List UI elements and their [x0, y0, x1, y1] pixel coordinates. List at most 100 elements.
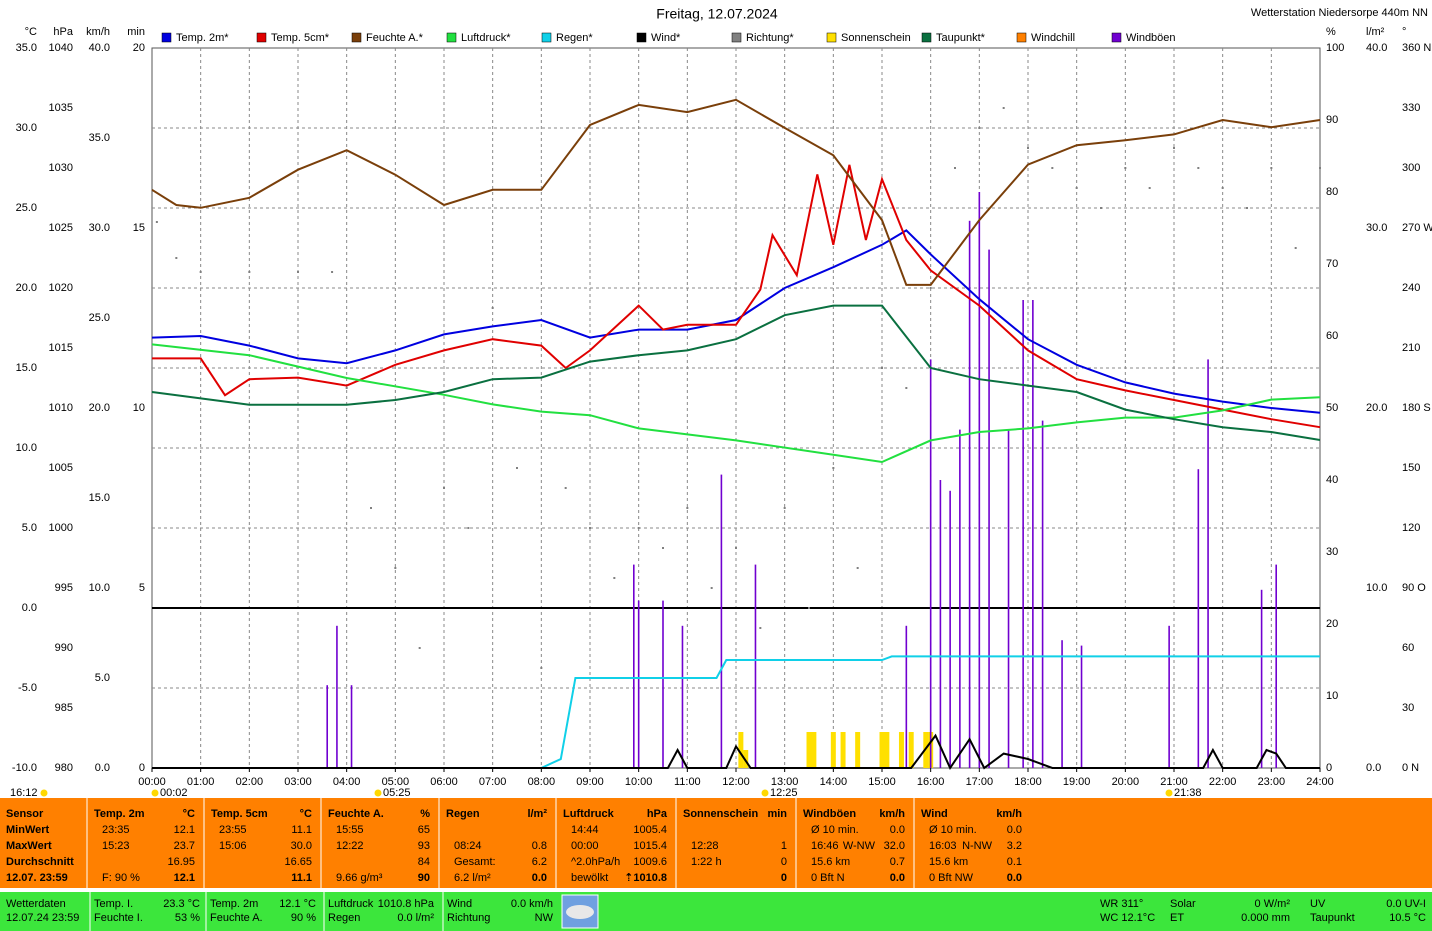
stats-label: 9.66 g/m³	[336, 872, 383, 884]
stats-label: 12.07. 23:59	[6, 872, 68, 884]
stats-unit: km/h	[879, 808, 905, 820]
stats-value: 0.0	[890, 824, 905, 836]
stats-label: Ø 10 min.	[929, 824, 977, 836]
y-tick-label: 5	[139, 582, 145, 594]
series-dot	[759, 627, 762, 629]
stats-label: MinWert	[6, 824, 50, 836]
legend-swatch	[541, 32, 552, 43]
series-dot	[1100, 207, 1102, 209]
current-value: 12.1 °C	[279, 898, 316, 910]
series-bar	[633, 564, 635, 768]
stats-value: 0.0	[890, 872, 905, 884]
current-panel	[0, 892, 1432, 931]
icon-cloud	[566, 905, 594, 919]
x-tick-label: 24:00	[1306, 776, 1334, 788]
x-tick-label: 19:00	[1063, 776, 1091, 788]
series-dot	[1221, 187, 1224, 189]
legend-swatch	[446, 32, 457, 43]
series-dot	[155, 221, 158, 223]
y-tick-label: 5.0	[22, 522, 37, 534]
series-dot	[735, 547, 737, 549]
current-value: 1010.8 hPa	[378, 898, 435, 910]
series-bar	[1168, 625, 1170, 768]
stats-label: 16:46	[811, 840, 839, 852]
y-tick-label: 15	[133, 222, 145, 234]
x-tick-label: 18:00	[1014, 776, 1042, 788]
legend-swatch	[1111, 32, 1122, 43]
y-tick-label: 0 N	[1402, 762, 1419, 774]
sun-moon-icon	[151, 789, 159, 797]
current-value: 0.0 km/h	[511, 898, 553, 910]
stats-header: Sonnenschein	[683, 808, 758, 820]
y-tick-label: 70	[1326, 258, 1338, 270]
series-line	[151, 229, 1321, 414]
series-dot	[589, 527, 591, 529]
stats-unit: l/m²	[527, 808, 547, 820]
series-dot	[954, 167, 956, 169]
stats-value: 11.1	[291, 824, 312, 836]
x-tick-label: 10:00	[625, 776, 653, 788]
stats-value: 16.95	[167, 856, 195, 868]
legend-label: Taupunkt*	[936, 32, 986, 44]
sun-moon-icon	[761, 789, 769, 797]
y-tick-label: 0	[1326, 762, 1332, 774]
stats-value: 0	[781, 872, 787, 884]
x-tick-label: 22:00	[1209, 776, 1237, 788]
series-bar	[662, 600, 664, 768]
stats-value: 16.65	[284, 856, 312, 868]
series-bar	[1041, 420, 1044, 768]
time-annotation: 16:12	[10, 787, 38, 799]
stats-value: 0.7	[890, 856, 905, 868]
series-line	[152, 164, 1321, 429]
series-bar	[879, 732, 885, 768]
y-tick-label: 10	[1326, 690, 1338, 702]
current-value: 0.0 l/m²	[397, 912, 434, 924]
stats-header: Luftdruck	[563, 808, 615, 820]
series-bar	[1260, 589, 1263, 768]
stats-label: 0 Bft NW	[929, 872, 974, 884]
legend-swatch	[351, 32, 362, 43]
series-bar	[905, 625, 908, 768]
series-dot	[856, 567, 859, 569]
series-dot	[929, 287, 932, 289]
axis-unit: °C	[25, 26, 37, 38]
y-tick-label: 30.0	[89, 222, 110, 234]
series-dot	[1270, 167, 1273, 169]
stats-header: Wind	[921, 808, 948, 820]
stats-header: Sensor	[6, 808, 44, 820]
series-bar	[1032, 300, 1034, 768]
y-tick-label: 10.0	[16, 442, 37, 454]
legend-label: Luftdruck*	[461, 32, 511, 44]
legend-swatch	[636, 32, 647, 43]
x-tick-label: 17:00	[966, 776, 994, 788]
stats-label: bewölkt	[571, 872, 608, 884]
y-tick-label: 80	[1326, 186, 1338, 198]
legend-label: Windchill	[1031, 32, 1075, 44]
series-line	[152, 733, 1320, 771]
axis-unit: min	[127, 26, 145, 38]
x-tick-label: 15:00	[868, 776, 896, 788]
series-bar	[898, 732, 904, 768]
stats-value: 3.2	[1007, 840, 1022, 852]
legend-swatch	[731, 32, 742, 43]
series-bar	[326, 685, 328, 768]
stats-unit: km/h	[996, 808, 1022, 820]
stats-header: Windböen	[803, 808, 856, 820]
series-bar	[1275, 564, 1277, 768]
legend-swatch	[161, 32, 172, 43]
series-bar	[1007, 429, 1010, 768]
stats-value: 84	[418, 856, 430, 868]
stats-value: 32.0	[884, 840, 905, 852]
series-dot	[491, 307, 494, 309]
y-tick-label: 60	[1326, 330, 1338, 342]
stats-value: 1005.4	[633, 824, 667, 836]
y-tick-label: 1010	[49, 402, 73, 414]
series-line	[151, 304, 1321, 441]
axis-unit: km/h	[86, 26, 110, 38]
stats-label: MaxWert	[6, 840, 52, 852]
y-tick-label: 10.0	[89, 582, 110, 594]
series-bar	[988, 249, 990, 769]
series-dot	[394, 567, 397, 569]
series-bar	[939, 480, 942, 768]
